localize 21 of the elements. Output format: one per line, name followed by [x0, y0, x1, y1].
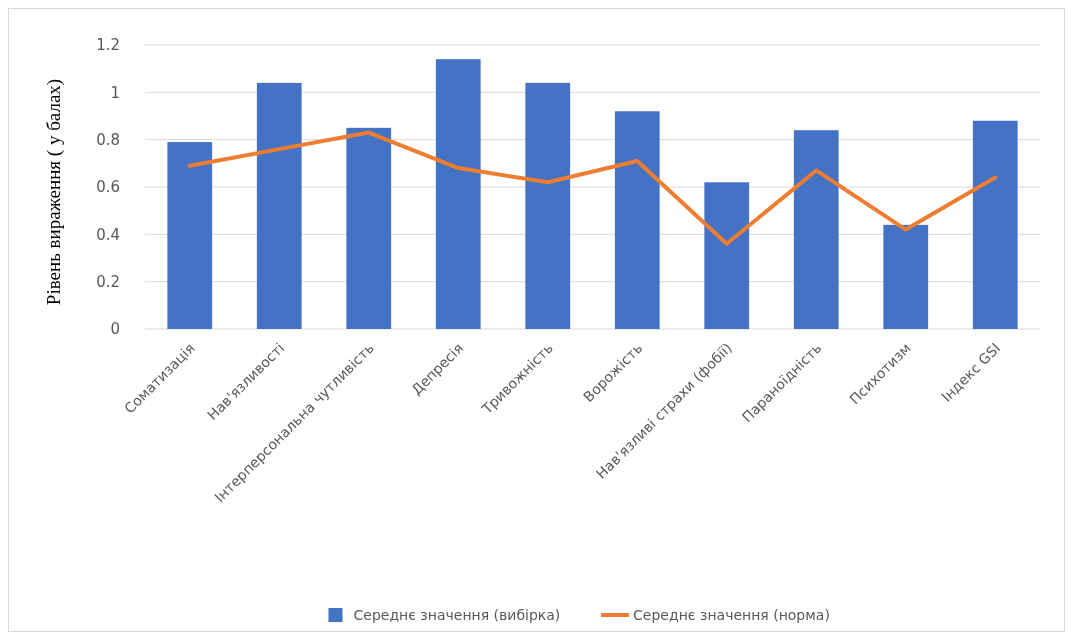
legend-label: Середнє значення (норма) [633, 606, 830, 623]
y-tick-label: 1.2 [96, 36, 120, 55]
bar [167, 142, 213, 329]
y-tick-label: 0 [110, 320, 120, 339]
bar [525, 82, 571, 329]
bar [614, 111, 660, 329]
y-tick-label: 0.2 [96, 272, 120, 291]
bar [704, 182, 750, 329]
bar [435, 59, 481, 329]
y-tick-label: 1 [110, 83, 120, 102]
legend-label: Середнє значення (вибірка) [353, 606, 561, 623]
y-tick-label: 0.4 [96, 225, 120, 244]
bar [972, 120, 1018, 329]
line-series [187, 130, 998, 246]
bar [793, 130, 839, 329]
bar [883, 224, 929, 329]
bar [346, 127, 392, 329]
y-tick-label: 0.6 [96, 178, 120, 197]
y-axis-title: Рівень вираження ( у балах) [43, 78, 65, 306]
y-tick-label: 0.8 [96, 130, 120, 149]
bar [256, 82, 302, 329]
